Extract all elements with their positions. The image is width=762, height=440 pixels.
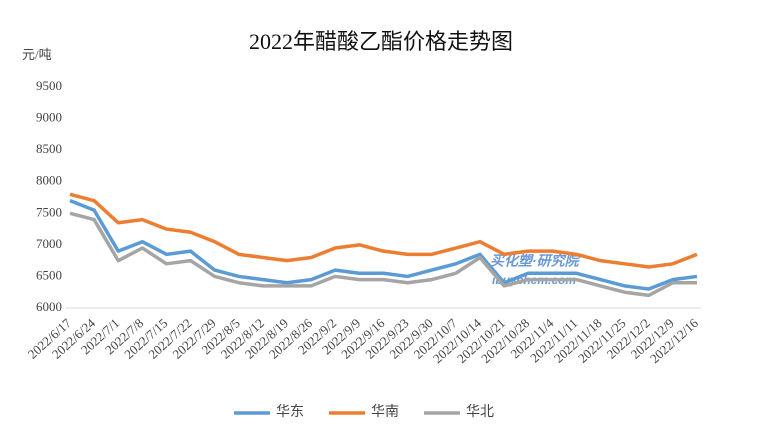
y-tick-label: 9500 [36, 78, 62, 93]
chart-title: 2022年醋酸乙酯价格走势图 [249, 29, 513, 54]
y-tick-label: 8500 [36, 141, 62, 156]
y-tick-label: 7000 [36, 236, 62, 251]
legend-label: 华南 [371, 404, 399, 420]
legend-label: 华北 [466, 404, 494, 420]
y-tick-label: 7500 [36, 204, 62, 219]
legend-label: 华东 [276, 404, 304, 420]
y-tick-label: 9000 [36, 110, 62, 125]
series-line [69, 211, 697, 298]
y-tick-label: 6500 [36, 267, 62, 282]
y-axis-label: 元/吨 [22, 47, 52, 62]
watermark: 买化塑·研究院 [490, 253, 582, 269]
y-tick-label: 6000 [36, 299, 62, 314]
series-line [69, 192, 698, 269]
series-line [69, 199, 698, 291]
y-tick-label: 8000 [36, 173, 62, 188]
